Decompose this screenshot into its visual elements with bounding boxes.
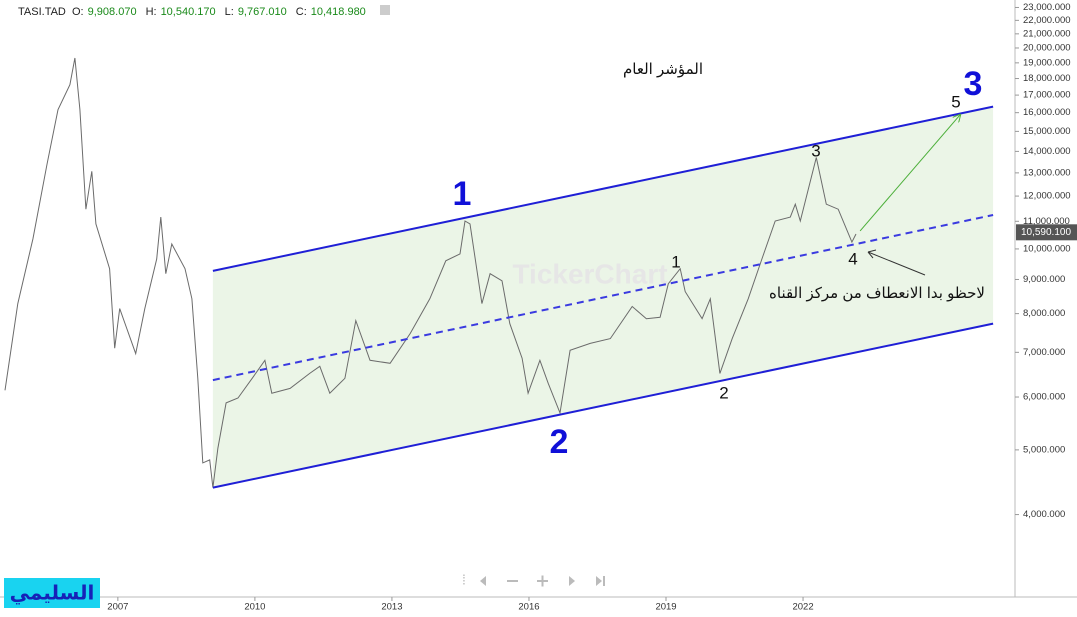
price-line — [4, 57, 857, 488]
ohlc-label: O: — [72, 6, 84, 18]
channel-line — [212, 105, 994, 272]
nav-sep: ⁞ — [462, 572, 466, 588]
y-tick-label: 11,000.000 — [1023, 216, 1070, 227]
y-tick-label: 22,000.000 — [1023, 15, 1071, 26]
y-tick-label: 6,000.000 — [1023, 392, 1065, 403]
y-tick-label: 13,000.000 — [1023, 167, 1071, 178]
watermark: TickerChart — [512, 258, 667, 289]
y-tick-label: 17,000.000 — [1023, 90, 1071, 101]
header-menu[interactable] — [380, 5, 390, 15]
annotation: 3 — [811, 141, 820, 160]
plot-area: TickerChart — [4, 57, 994, 489]
y-tick-label: 4,000.000 — [1023, 509, 1065, 520]
y-tick-label: 20,000.000 — [1023, 42, 1071, 53]
x-tick-label: 2016 — [518, 602, 539, 613]
nav-next[interactable] — [569, 576, 575, 586]
annotation: 5 — [951, 92, 960, 111]
channel-line — [212, 322, 994, 489]
annotation: 1 — [671, 252, 680, 271]
y-tick-label: 12,000.000 — [1023, 191, 1071, 202]
x-tick-label: 2010 — [244, 602, 265, 613]
y-tick-label: 14,000.000 — [1023, 146, 1071, 157]
x-tick-label: 2022 — [792, 602, 813, 613]
chart-title: المؤشر العام — [623, 61, 703, 78]
ohlc-value: 10,418.980 — [311, 6, 366, 18]
x-tick-label: 2007 — [107, 602, 128, 613]
annotation: 1 — [453, 175, 472, 213]
y-tick-label: 16,000.000 — [1023, 107, 1071, 118]
last-price-label: 10,590.100 — [1021, 227, 1071, 238]
author-badge — [4, 578, 100, 608]
y-tick-label: 15,000.000 — [1023, 126, 1071, 137]
x-tick-label: 2013 — [381, 602, 402, 613]
ohlc-header: O: 9,908.070 H: 10,540.170 L: 9,767.010 C: 10,4… — [72, 6, 366, 18]
y-tick-label: 10,000.000 — [1023, 243, 1071, 254]
channel-line — [859, 115, 960, 232]
nav-prev[interactable] — [480, 576, 486, 586]
y-tick-label: 19,000.000 — [1023, 57, 1071, 68]
y-tick-label: 9,000.000 — [1023, 274, 1065, 285]
ohlc-label: H: — [146, 6, 157, 18]
y-tick-label: 23,000.000 — [1023, 2, 1071, 13]
y-tick-label: 7,000.000 — [1023, 347, 1065, 358]
ohlc-label: L: — [225, 6, 234, 18]
navigation: ⁞ — [462, 572, 605, 588]
ohlc-value: 10,540.170 — [161, 6, 216, 18]
ohlc-label: C: — [296, 6, 307, 18]
author: السليمي — [10, 582, 95, 605]
y-tick-label: 5,000.000 — [1023, 444, 1065, 455]
note-pointer — [867, 249, 926, 276]
annotation: 4 — [848, 249, 857, 268]
y-tick-label: 21,000.000 — [1023, 28, 1071, 39]
nav-end[interactable] — [596, 576, 605, 586]
symbol: TASI.TAD — [18, 6, 66, 18]
x-tick-label: 2019 — [655, 602, 676, 613]
last-price-box — [1016, 224, 1077, 241]
annotation: لاحظو بدا الانعطاف من مركز القناه — [769, 285, 985, 302]
annotation: 2 — [719, 383, 728, 402]
annotation: 3 — [964, 65, 983, 103]
ohlc-value: 9,767.010 — [238, 6, 287, 18]
annotation: 2 — [550, 423, 569, 461]
channel-line — [212, 214, 994, 382]
ohlc-value: 9,908.070 — [88, 6, 137, 18]
y-tick-label: 8,000.000 — [1023, 308, 1065, 319]
nav-zoom-in[interactable] — [537, 575, 548, 587]
nav-zoom-out[interactable] — [507, 580, 518, 582]
y-tick-label: 18,000.000 — [1023, 73, 1071, 84]
